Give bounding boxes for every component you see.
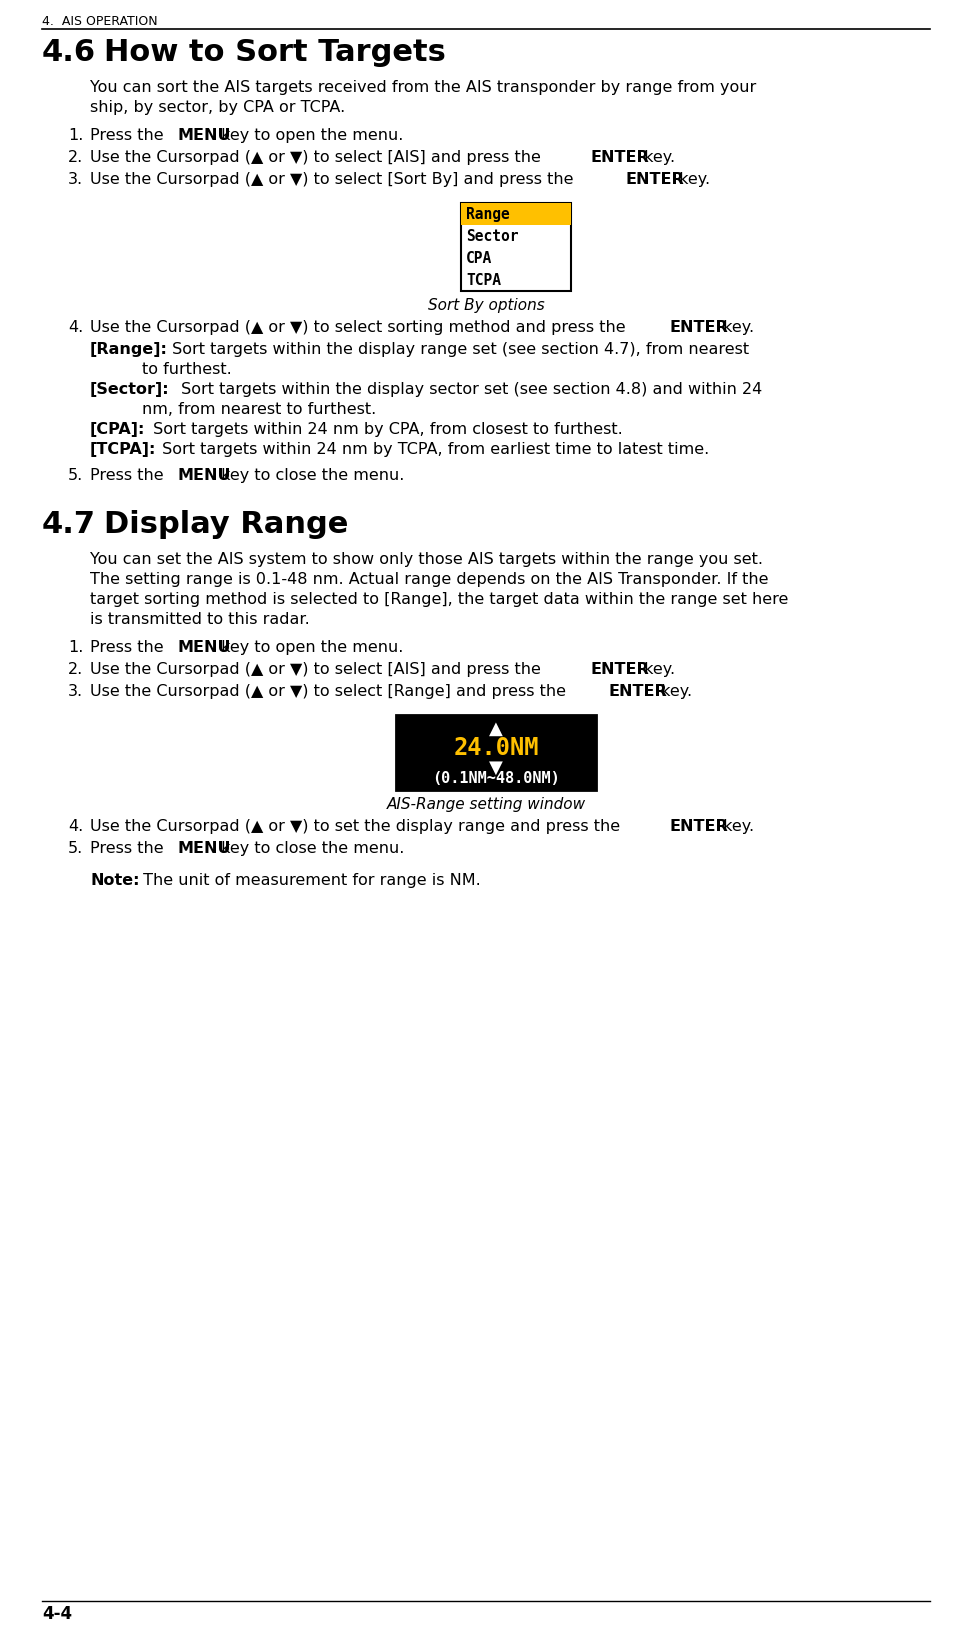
- Text: 4.6: 4.6: [42, 38, 96, 67]
- Text: MENU: MENU: [178, 639, 231, 654]
- Text: ENTER: ENTER: [670, 818, 729, 834]
- Text: 4.  AIS OPERATION: 4. AIS OPERATION: [42, 15, 157, 28]
- Text: Press the: Press the: [90, 639, 169, 654]
- Text: MENU: MENU: [178, 128, 231, 143]
- Text: is transmitted to this radar.: is transmitted to this radar.: [90, 611, 310, 626]
- Text: ▲: ▲: [489, 720, 503, 738]
- Text: key.: key.: [656, 683, 692, 698]
- Text: The setting range is 0.1-48 nm. Actual range depends on the AIS Transponder. If : The setting range is 0.1-48 nm. Actual r…: [90, 572, 769, 587]
- Text: 4-4: 4-4: [42, 1605, 72, 1623]
- Text: Press the: Press the: [90, 128, 169, 143]
- Text: key.: key.: [639, 149, 675, 166]
- Text: Use the Cursorpad (▲ or ▼) to select [Range] and press the: Use the Cursorpad (▲ or ▼) to select [Ra…: [90, 683, 572, 698]
- Text: ENTER: ENTER: [591, 662, 649, 677]
- Text: ship, by sector, by CPA or TCPA.: ship, by sector, by CPA or TCPA.: [90, 100, 345, 115]
- Text: Use the Cursorpad (▲ or ▼) to select [Sort By] and press the: Use the Cursorpad (▲ or ▼) to select [So…: [90, 172, 578, 187]
- Text: 3.: 3.: [68, 683, 84, 698]
- Text: You can sort the AIS targets received from the AIS transponder by range from you: You can sort the AIS targets received fr…: [90, 80, 756, 95]
- Text: Range: Range: [466, 207, 509, 221]
- Text: key.: key.: [717, 320, 754, 334]
- Text: Sector: Sector: [466, 229, 518, 244]
- Text: 5.: 5.: [68, 841, 84, 856]
- Text: Display Range: Display Range: [104, 510, 348, 539]
- Text: to furthest.: to furthest.: [142, 362, 231, 377]
- Text: key to close the menu.: key to close the menu.: [216, 467, 404, 484]
- Text: 4.: 4.: [68, 320, 84, 334]
- Text: 5.: 5.: [68, 467, 84, 484]
- Text: Sort targets within the display range set (see section 4.7), from nearest: Sort targets within the display range se…: [166, 343, 748, 357]
- Text: Sort targets within 24 nm by TCPA, from earliest time to latest time.: Sort targets within 24 nm by TCPA, from …: [157, 443, 710, 457]
- Text: 1.: 1.: [68, 128, 84, 143]
- Text: [Sector]:: [Sector]:: [90, 382, 170, 397]
- Text: 4.7: 4.7: [42, 510, 96, 539]
- Text: Use the Cursorpad (▲ or ▼) to select [AIS] and press the: Use the Cursorpad (▲ or ▼) to select [AI…: [90, 149, 546, 166]
- Text: TCPA: TCPA: [466, 272, 501, 288]
- Text: (0.1NM~48.0NM): (0.1NM~48.0NM): [433, 770, 560, 785]
- Text: ENTER: ENTER: [608, 683, 667, 698]
- Text: Use the Cursorpad (▲ or ▼) to select sorting method and press the: Use the Cursorpad (▲ or ▼) to select sor…: [90, 320, 631, 334]
- Text: The unit of measurement for range is NM.: The unit of measurement for range is NM.: [138, 872, 481, 887]
- Text: ENTER: ENTER: [591, 149, 649, 166]
- Text: Use the Cursorpad (▲ or ▼) to select [AIS] and press the: Use the Cursorpad (▲ or ▼) to select [AI…: [90, 662, 546, 677]
- Text: 2.: 2.: [68, 662, 84, 677]
- Text: 2.: 2.: [68, 149, 84, 166]
- Text: AIS-Range setting window: AIS-Range setting window: [387, 797, 585, 811]
- Text: You can set the AIS system to show only those AIS targets within the range you s: You can set the AIS system to show only …: [90, 552, 763, 567]
- Text: 24.0NM: 24.0NM: [453, 736, 538, 759]
- Text: Press the: Press the: [90, 467, 169, 484]
- Text: key.: key.: [674, 172, 710, 187]
- Text: CPA: CPA: [466, 251, 492, 266]
- Text: [TCPA]:: [TCPA]:: [90, 443, 156, 457]
- Text: Sort targets within 24 nm by CPA, from closest to furthest.: Sort targets within 24 nm by CPA, from c…: [148, 421, 622, 436]
- Text: ENTER: ENTER: [626, 172, 684, 187]
- Text: MENU: MENU: [178, 841, 231, 856]
- Text: How to Sort Targets: How to Sort Targets: [104, 38, 446, 67]
- Text: nm, from nearest to furthest.: nm, from nearest to furthest.: [142, 402, 376, 416]
- Text: ENTER: ENTER: [670, 320, 729, 334]
- Text: 1.: 1.: [68, 639, 84, 654]
- Text: [CPA]:: [CPA]:: [90, 421, 146, 436]
- Text: MENU: MENU: [178, 467, 231, 484]
- Text: Sort targets within the display sector set (see section 4.8) and within 24: Sort targets within the display sector s…: [176, 382, 762, 397]
- Text: key to open the menu.: key to open the menu.: [216, 128, 403, 143]
- Text: key to open the menu.: key to open the menu.: [216, 639, 403, 654]
- Text: target sorting method is selected to [Range], the target data within the range s: target sorting method is selected to [Ra…: [90, 592, 788, 606]
- Text: 3.: 3.: [68, 172, 84, 187]
- Text: key.: key.: [639, 662, 675, 677]
- Text: Sort By options: Sort By options: [428, 298, 544, 313]
- Text: Use the Cursorpad (▲ or ▼) to set the display range and press the: Use the Cursorpad (▲ or ▼) to set the di…: [90, 818, 625, 834]
- Text: 4.: 4.: [68, 818, 84, 834]
- Text: Press the: Press the: [90, 841, 169, 856]
- Text: key.: key.: [717, 818, 754, 834]
- Text: key to close the menu.: key to close the menu.: [216, 841, 404, 856]
- Text: Note:: Note:: [90, 872, 140, 887]
- Text: [Range]:: [Range]:: [90, 343, 168, 357]
- Text: ▼: ▼: [489, 759, 503, 777]
